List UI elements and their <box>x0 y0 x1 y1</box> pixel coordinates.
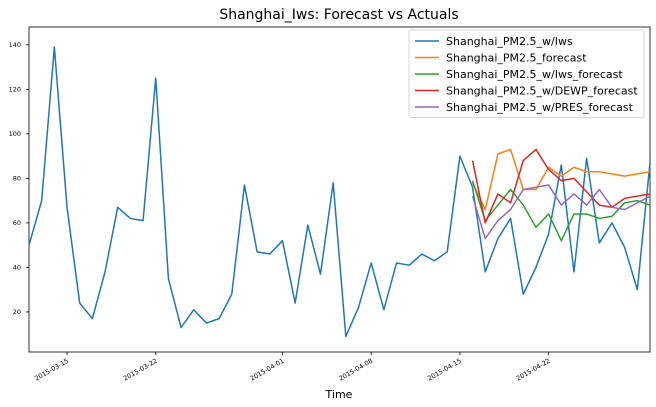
legend-entry: Shanghai_PM2.5_w/Iws_forecast <box>446 68 623 81</box>
series-lines <box>28 46 651 338</box>
chart-title: Shanghai_Iws: Forecast vs Actuals <box>219 7 458 23</box>
legend-entry: Shanghai_PM2.5_w/PRES_forecast <box>446 101 634 114</box>
legend: Shanghai_PM2.5_w/Iws Shanghai_PM2.5_forec… <box>408 29 645 118</box>
legend-entry: Shanghai_PM2.5_w/Iws <box>446 35 573 48</box>
x-tick-label: 2015-04-22 <box>515 357 552 383</box>
x-axis-label: Time <box>325 388 353 401</box>
legend-entry: Shanghai_PM2.5_forecast <box>446 52 587 65</box>
y-axis-ticks: 20 40 60 80 100 120 140 <box>9 41 29 316</box>
y-tick-label: 20 <box>13 308 21 316</box>
series-line-2 <box>471 148 651 211</box>
series-line-1 <box>28 46 651 338</box>
series-line-3 <box>471 180 651 242</box>
plot-frame <box>28 26 651 353</box>
x-axis-ticks: 2015-03-15 2015-03-22 2015-04-01 2015-04-08… <box>33 352 552 383</box>
x-tick-label: 2015-04-08 <box>337 357 374 383</box>
x-tick-label: 2015-04-01 <box>249 357 286 383</box>
y-tick-label: 140 <box>9 41 21 49</box>
y-tick-label: 120 <box>9 86 21 94</box>
y-tick-label: 40 <box>13 264 21 272</box>
y-tick-label: 60 <box>13 219 21 227</box>
x-tick-label: 2015-04-15 <box>426 357 463 383</box>
x-tick-label: 2015-03-15 <box>33 357 70 383</box>
y-tick-label: 100 <box>9 130 21 138</box>
series-line-4 <box>471 148 651 224</box>
series-line-5 <box>471 184 651 240</box>
legend-box <box>408 29 645 118</box>
legend-entry: Shanghai_PM2.5_w/DEWP_forecast <box>446 85 638 98</box>
x-tick-label: 2015-03-22 <box>122 357 159 383</box>
y-tick-label: 80 <box>13 175 21 183</box>
plot-area <box>28 26 651 353</box>
